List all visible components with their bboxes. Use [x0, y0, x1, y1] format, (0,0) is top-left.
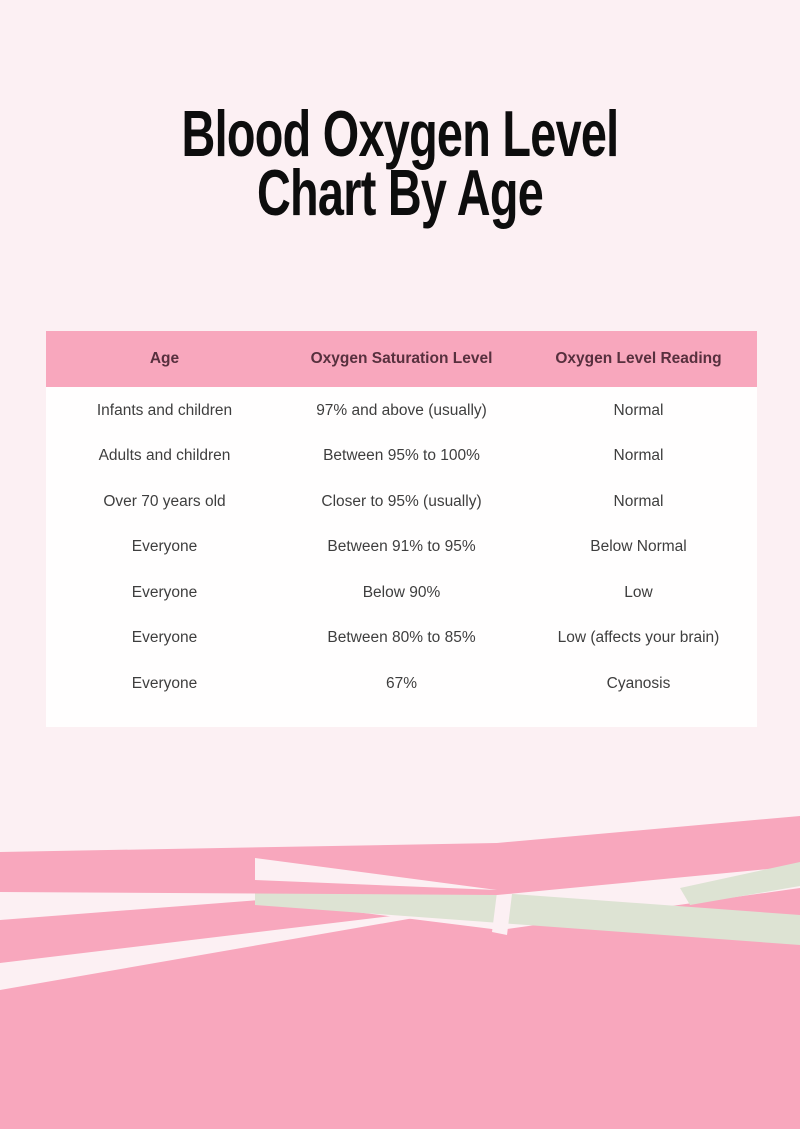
table-header-age: Age	[149, 350, 180, 367]
table-cell: Everyone	[131, 538, 198, 556]
ribbon-light-stripe-shape	[0, 903, 500, 990]
ribbon-sage-slit-shape	[492, 892, 512, 935]
table-row: Everyone Between 91% to 95% Below Normal	[46, 525, 757, 571]
table-row: Everyone 67% Cyanosis	[46, 661, 757, 707]
table-cell: Between 80% to 85%	[327, 629, 476, 647]
oxygen-level-table: Age Oxygen Saturation Level Oxygen Level…	[46, 331, 757, 727]
table-cell: 67%	[385, 674, 418, 692]
table-header-saturation: Oxygen Saturation Level	[310, 350, 493, 367]
ribbon-notch-shape	[255, 858, 497, 890]
table-cell: Between 91% to 95%	[327, 538, 476, 556]
ribbon-sage-wedge-shape	[680, 862, 800, 905]
table-cell: Normal	[613, 447, 664, 465]
page-title-line2: Chart By Age	[256, 156, 544, 229]
table-body: Infants and children 97% and above (usual…	[46, 387, 757, 707]
table-cell: Cyanosis	[606, 674, 671, 692]
table-cell: Below 90%	[362, 583, 441, 601]
table-cell: 97% and above (usually)	[316, 401, 487, 419]
table-row: Over 70 years old Closer to 95% (usually)…	[46, 479, 757, 525]
table-cell: Adults and children	[98, 447, 231, 465]
table-cell: Over 70 years old	[103, 492, 226, 510]
table-cell: Closer to 95% (usually)	[321, 492, 482, 510]
table-row: Adults and children Between 95% to 100% No…	[46, 434, 757, 480]
table-cell: Normal	[613, 492, 664, 510]
table-cell: Low	[624, 583, 653, 601]
table-cell: Normal	[613, 401, 664, 419]
page-title: Blood Oxygen Level Chart By Age	[0, 97, 800, 229]
table-header-row: Age Oxygen Saturation Level Oxygen Level…	[46, 331, 757, 387]
table-cell: Low (affects your brain)	[557, 629, 720, 647]
table-cell: Everyone	[131, 629, 198, 647]
table-cell: Below Normal	[590, 538, 687, 556]
ribbon-top-beam-shape	[0, 816, 800, 895]
table-cell: Everyone	[131, 674, 198, 692]
table-cell: Everyone	[131, 583, 198, 601]
table-row: Everyone Between 80% to 85% Low (affects y…	[46, 616, 757, 662]
table-cell: Infants and children	[96, 401, 233, 419]
table-cell: Between 95% to 100%	[323, 447, 480, 465]
table-row: Infants and children 97% and above (usual…	[46, 388, 757, 434]
table-header-reading: Oxygen Level Reading	[555, 350, 722, 367]
page-title-line1: Blood Oxygen Level	[181, 97, 620, 170]
decorative-ribbon-graphic	[0, 816, 800, 1129]
table-row: Everyone Below 90% Low	[46, 570, 757, 616]
